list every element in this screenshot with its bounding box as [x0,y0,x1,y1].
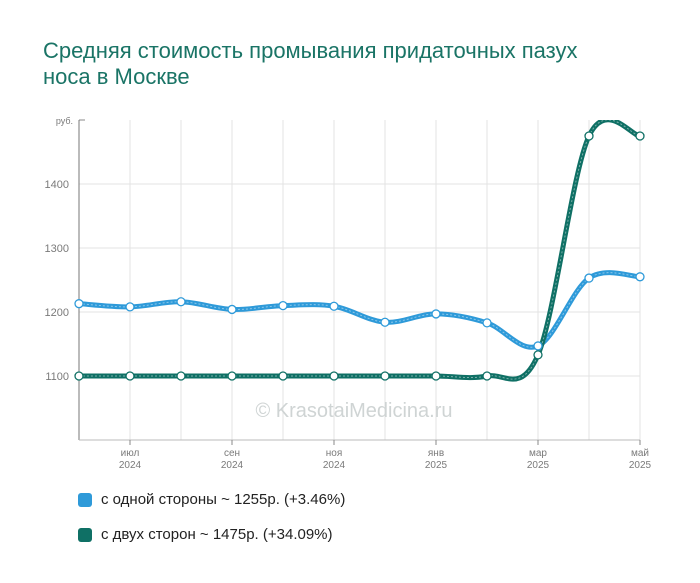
x-tick-year: 2025 [527,460,550,471]
x-tick-month: янв [428,448,444,459]
data-point [74,371,84,381]
data-point [176,297,186,307]
axes: 1100120013001400руб.июл2024сен2024ноя202… [45,116,652,471]
data-point [533,350,543,360]
grid [79,120,641,440]
data-point [329,301,339,311]
legend-swatch-one-side [78,492,92,507]
y-tick-label: 1400 [45,179,69,191]
legend-item-two-sides[interactable]: с двух сторон ~ 1475р. (+34.09%) [78,526,333,543]
x-tick-month: сен [224,448,240,459]
data-point [482,371,492,381]
data-point [431,371,441,381]
x-tick-month: ноя [326,448,343,459]
data-point [635,131,645,141]
chart-title: Средняя стоимость промывания придаточных… [43,38,578,89]
watermark: © KrasotaiMedicina.ru [255,400,452,422]
series-lines [79,120,640,382]
x-tick-month: май [631,448,649,459]
data-point [125,371,135,381]
x-tick-year: 2025 [425,460,448,471]
legend-item-one-side[interactable]: с одной стороны ~ 1255р. (+3.46%) [78,491,345,508]
x-tick-year: 2024 [323,460,346,471]
series-line-highlight-1 [79,120,640,380]
data-point [533,341,543,351]
y-tick-label: 1200 [45,307,69,319]
data-point [584,273,594,283]
data-point [278,300,288,311]
x-tick-month: июл [121,448,140,459]
data-point [176,371,186,381]
y-tick-label: 1300 [45,243,69,255]
data-point [278,371,288,381]
legend-swatch-two-sides [78,527,92,542]
data-point [431,309,441,319]
y-tick-label: 1100 [45,371,69,383]
x-tick-year: 2025 [629,460,652,471]
data-point [74,299,84,309]
legend-label-one-side: с одной стороны ~ 1255р. (+3.46%) [101,491,346,508]
data-point [227,304,237,315]
data-point [125,302,135,312]
data-point [329,371,339,381]
data-point [635,272,645,282]
data-point [584,131,594,141]
x-tick-year: 2024 [119,460,142,471]
data-point [482,318,492,328]
data-points [74,131,645,381]
x-tick-year: 2024 [221,460,244,471]
legend-label-two-sides: с двух сторон ~ 1475р. (+34.09%) [101,526,333,543]
data-point [380,317,390,327]
series-line-1 [79,120,640,382]
data-point [227,371,237,381]
data-point [380,371,390,381]
y-axis-unit: руб. [56,116,73,126]
x-tick-month: мар [529,448,547,459]
